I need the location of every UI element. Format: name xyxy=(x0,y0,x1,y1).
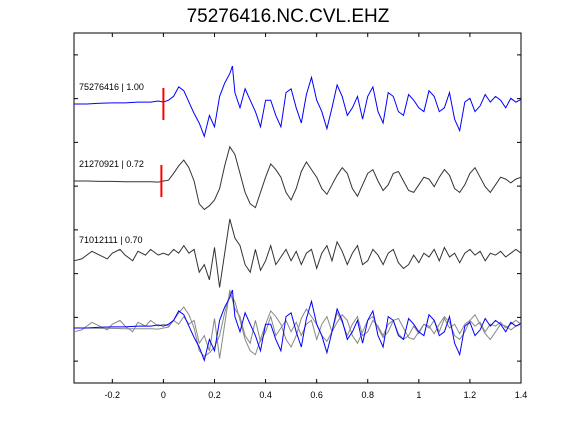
trace-line-1 xyxy=(74,65,522,138)
overlay-trace-blue xyxy=(74,289,522,362)
x-tick-label: 0.2 xyxy=(208,390,221,400)
x-tick-label: 0.4 xyxy=(259,390,272,400)
trace-line-3 xyxy=(73,218,522,288)
x-tick-label: 0.6 xyxy=(310,390,323,400)
overlay-trace-gray-3 xyxy=(73,289,522,359)
trace-line-2 xyxy=(74,145,522,211)
x-tick-label: 1 xyxy=(416,390,421,400)
x-tick-label: -0.2 xyxy=(105,390,121,400)
chart-title: 75276416.NC.CVL.EHZ xyxy=(186,6,390,27)
x-tick-label: 0 xyxy=(161,390,166,400)
x-tick-label: 1.2 xyxy=(464,390,477,400)
x-tick-label: 1.4 xyxy=(515,390,528,400)
plot-frame xyxy=(73,32,522,384)
trace-label-2: 21270921 | 0.72 xyxy=(79,159,144,169)
trace-label-1: 75276416 | 1.00 xyxy=(79,82,144,92)
x-tick-label: 0.8 xyxy=(361,390,374,400)
trace-label-3: 71012111 | 0.70 xyxy=(79,235,143,245)
